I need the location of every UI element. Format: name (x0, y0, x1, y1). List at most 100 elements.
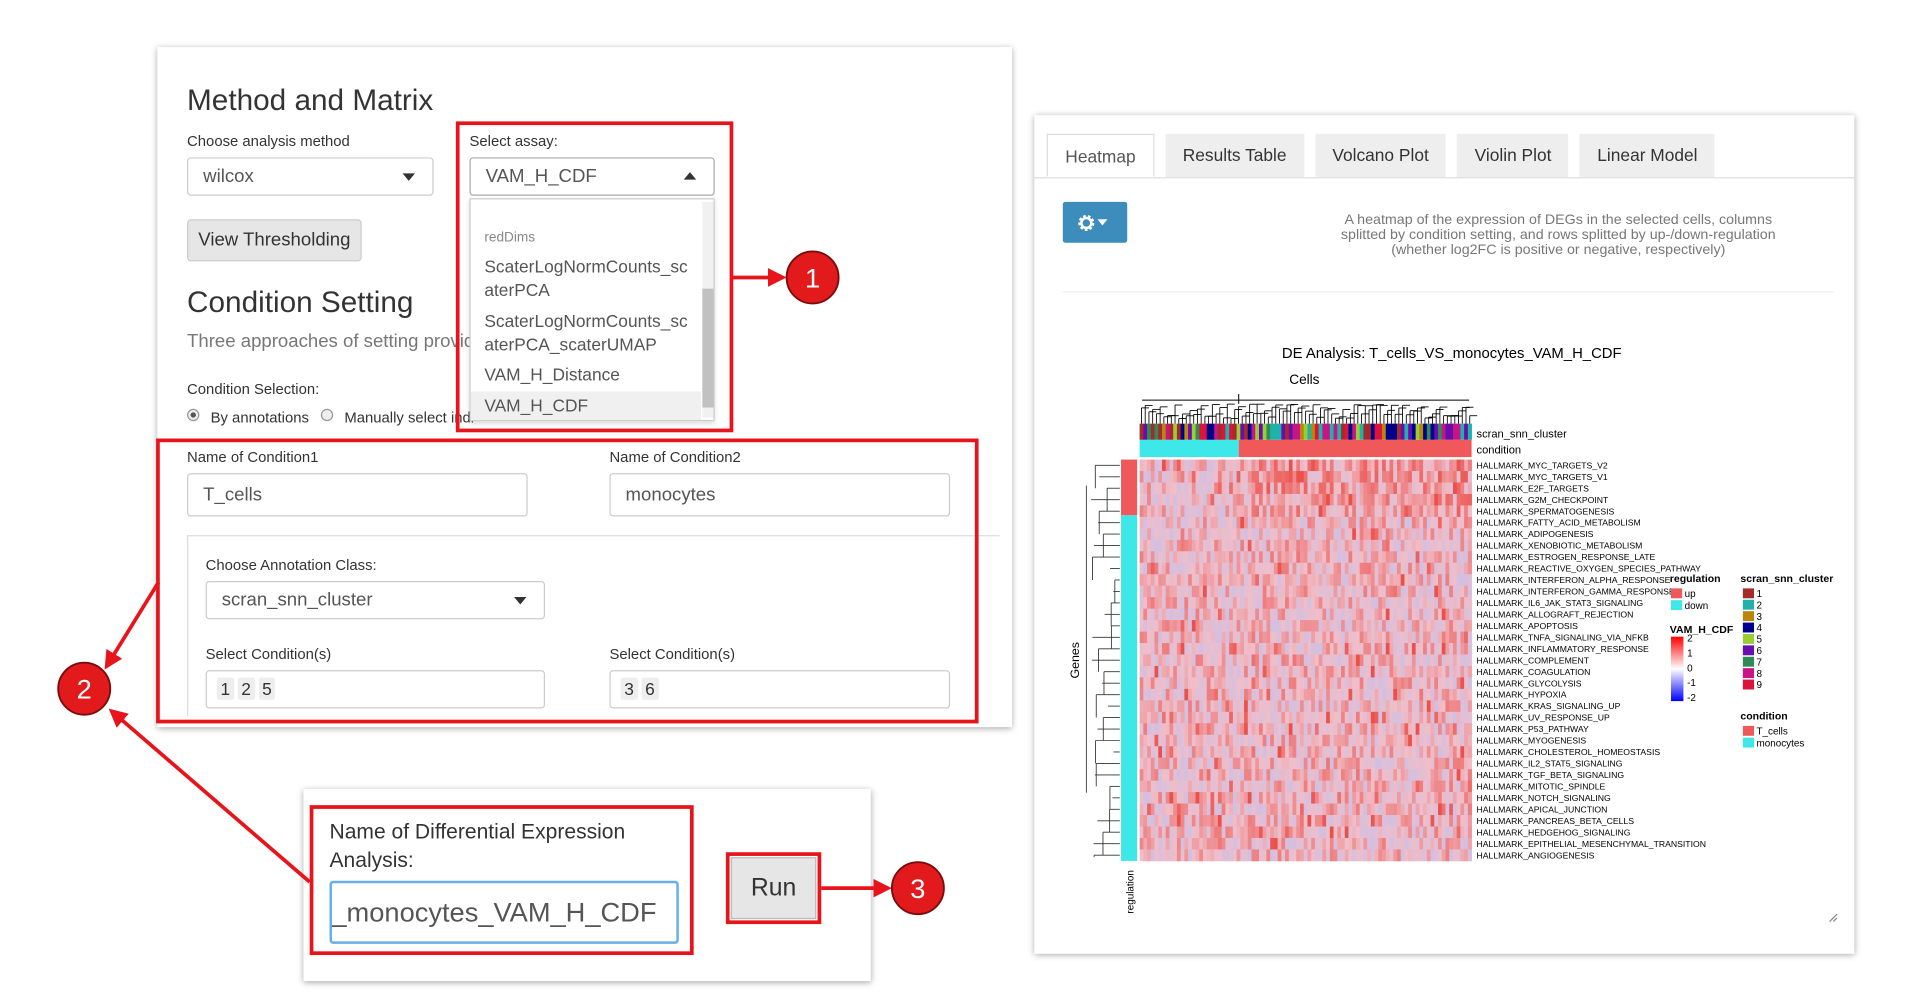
heatmap-cell (1430, 792, 1435, 804)
selected-tag[interactable]: 2 (237, 677, 255, 700)
view-thresholding-button[interactable]: View Thresholding (187, 219, 362, 262)
heatmap-cell (1385, 746, 1390, 759)
de-name-input[interactable]: T_cells_VS_monocytes_VAM_H_CDF (329, 880, 679, 944)
heatmap-cell (1445, 643, 1450, 655)
heatmap-cell (1236, 482, 1241, 495)
heatmap-cell (1176, 780, 1182, 793)
heatmap-cell (1161, 482, 1167, 495)
heatmap-cell (1329, 815, 1334, 827)
heatmap-cell (1247, 746, 1252, 759)
tab[interactable]: Violin Plot (1457, 133, 1569, 178)
heatmap-cell (1221, 574, 1226, 587)
heatmap-cell (1404, 505, 1409, 518)
cluster-cell (1452, 423, 1458, 440)
heatmap-cell (1273, 803, 1278, 816)
heatmap-cell (1154, 539, 1159, 552)
heatmap-cell (1411, 597, 1417, 610)
heatmap-cell (1195, 734, 1200, 747)
settings-button[interactable] (1062, 201, 1128, 243)
heatmap-cell (1438, 574, 1443, 587)
scrollbar-thumb[interactable] (702, 288, 714, 408)
radio[interactable] (320, 408, 334, 422)
row-label: HALLMARK_P53_PATHWAY (1477, 724, 1589, 734)
heatmap-cell (1244, 631, 1249, 644)
heatmap-cell (1363, 505, 1368, 518)
heatmap-cell (1255, 792, 1260, 804)
heatmap-cell (1176, 723, 1182, 736)
heatmap-cell (1296, 562, 1301, 575)
heatmap-cell (1273, 562, 1278, 575)
radio-checked[interactable] (187, 408, 200, 422)
heatmap-cell (1393, 643, 1398, 655)
condition2-input[interactable]: monocytes (609, 473, 951, 517)
heatmap-cell (1393, 516, 1398, 529)
tab[interactable]: Volcano Plot (1315, 133, 1447, 178)
assay-option[interactable]: ScaterLogNormCounts_scaterPCA (484, 256, 688, 300)
heatmap-cell (1318, 574, 1323, 587)
heatmap-cell (1307, 654, 1312, 667)
assay-option[interactable]: VAM_H_CDF (484, 395, 589, 415)
heatmap-cell (1322, 723, 1327, 736)
heatmap-cell (1355, 723, 1361, 736)
heatmap-cell (1434, 631, 1439, 644)
run-button[interactable]: Run (730, 857, 817, 920)
heatmap-cell (1240, 539, 1245, 552)
assay-option[interactable]: ScaterLogNormCounts_scaterPCA_scaterUMAP (484, 310, 688, 355)
heatmap-cell (1445, 597, 1450, 610)
assay-select[interactable]: VAM_H_CDF (469, 157, 715, 196)
method-select[interactable]: wilcox (187, 157, 434, 196)
selected-tag[interactable]: 1 (216, 677, 234, 700)
heatmap-cell (1217, 471, 1223, 483)
selected-tag[interactable]: 6 (641, 677, 659, 700)
heatmap-cell (1195, 815, 1200, 827)
heatmap-cell (1292, 677, 1297, 690)
heatmap-cell (1251, 815, 1256, 827)
condition1-input[interactable]: T_cells (187, 473, 528, 517)
heatmap-cell (1314, 803, 1320, 816)
heatmap-cell (1262, 849, 1267, 862)
heatmap-cell (1423, 711, 1428, 724)
heatmap-cell (1169, 711, 1174, 724)
tab[interactable]: Linear Model (1579, 133, 1715, 178)
heatmap-cell (1158, 780, 1163, 793)
tab[interactable]: Heatmap (1046, 133, 1155, 178)
heatmap-cell (1180, 677, 1185, 690)
heatmap-cell (1300, 677, 1305, 690)
heatmap-cell (1370, 792, 1375, 804)
heatmap-cell (1169, 723, 1174, 736)
heatmap-cell (1139, 711, 1144, 724)
annotation-select[interactable]: scran_snn_cluster (205, 580, 546, 620)
heatmap-cell (1139, 505, 1144, 518)
cluster-cell (1311, 423, 1316, 440)
heatmap-cell (1441, 643, 1446, 655)
heatmap-cell (1426, 803, 1431, 816)
resize-grip[interactable] (1829, 913, 1838, 923)
assay-option[interactable]: VAM_H_Distance (484, 364, 620, 385)
selected-tag[interactable]: 5 (258, 677, 276, 700)
heatmap-cell (1423, 849, 1428, 862)
heatmap-cell (1292, 608, 1297, 621)
heatmap-cell (1288, 574, 1293, 587)
heatmap-cell (1247, 585, 1252, 598)
heatmap-cell (1408, 643, 1413, 655)
heatmap-cell (1441, 620, 1446, 632)
cluster-cell (1449, 423, 1454, 440)
row-label: HALLMARK_EPITHELIAL_MESENCHYMAL_TRANSITI… (1477, 839, 1706, 849)
heatmap-cell (1344, 459, 1349, 472)
tab[interactable]: Results Table (1165, 133, 1304, 178)
heatmap-cell (1344, 734, 1349, 747)
heatmap-cell (1221, 631, 1226, 644)
heatmap-cell (1229, 597, 1234, 610)
heatmap-cell (1452, 815, 1458, 827)
heatmap-cell (1180, 769, 1185, 782)
selected-tag[interactable]: 3 (620, 677, 638, 700)
heatmap-cell (1184, 677, 1189, 690)
heatmap-cell (1449, 780, 1454, 793)
heatmap-cell (1415, 700, 1420, 713)
heatmap-cell (1415, 665, 1420, 678)
heatmap-cell (1173, 677, 1178, 690)
heatmap-cell (1225, 574, 1230, 587)
field-label: Name of Condition2 (609, 448, 741, 466)
